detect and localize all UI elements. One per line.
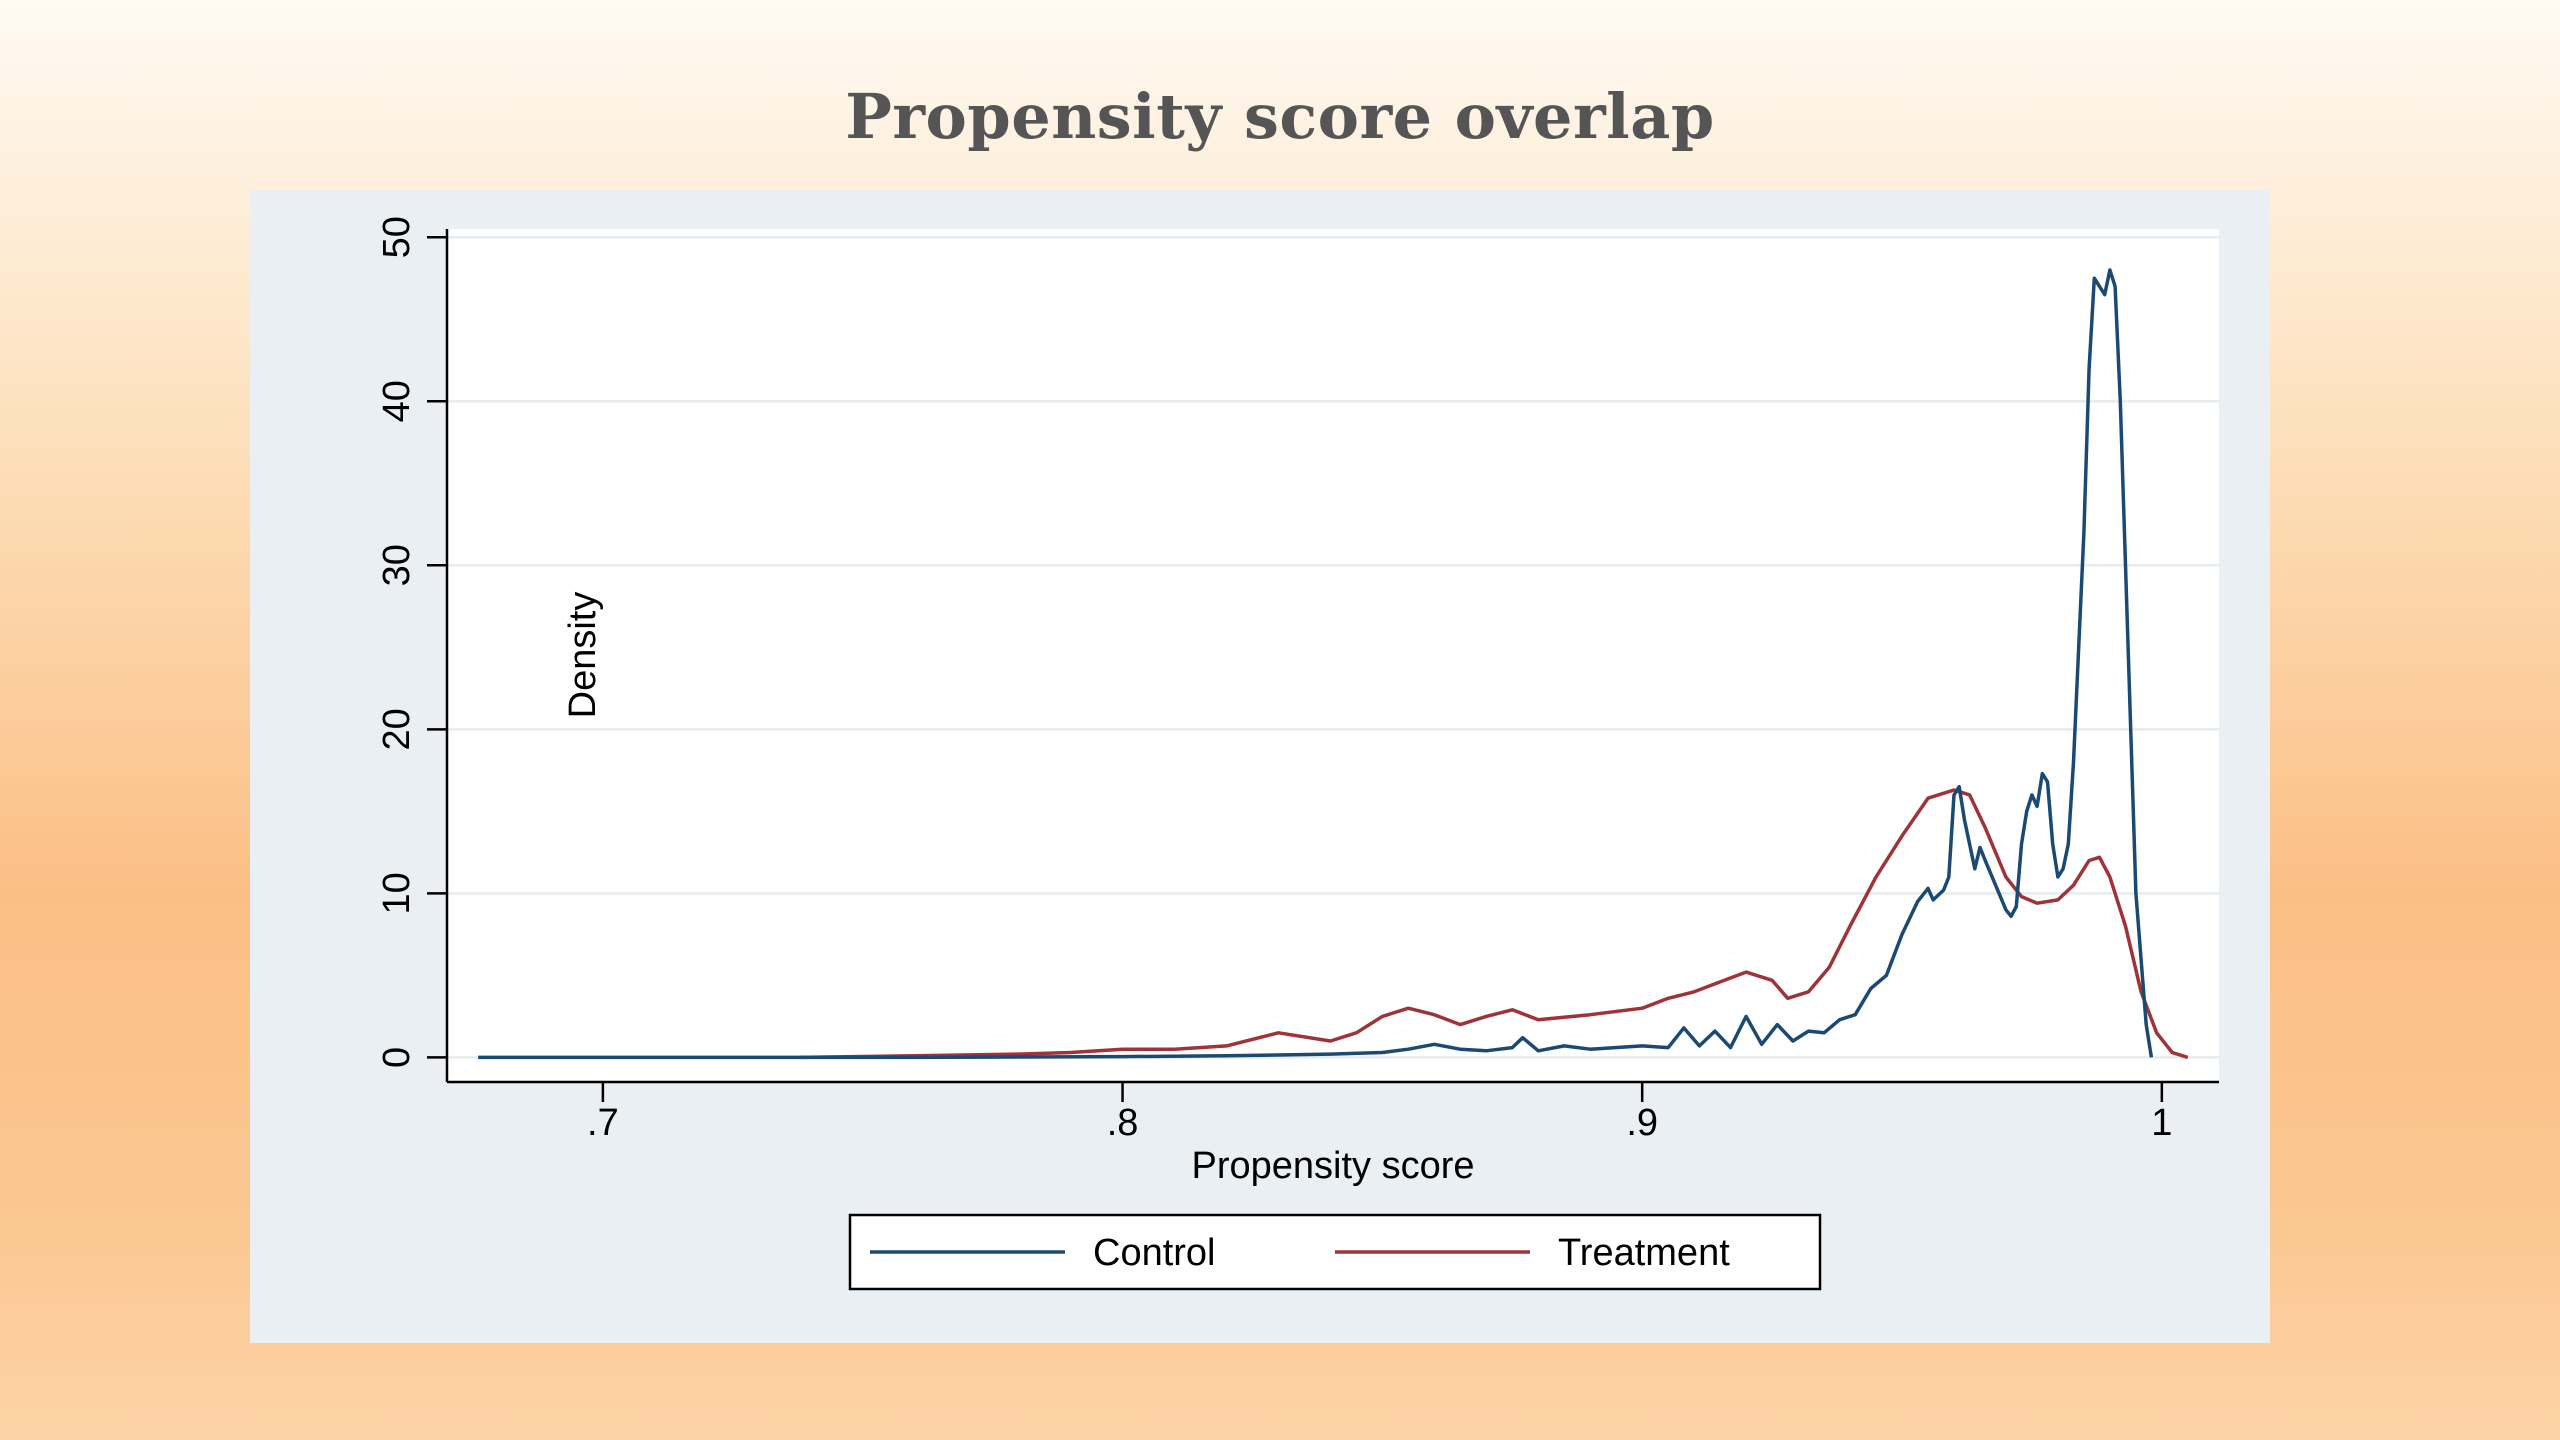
slide-title: Propensity score overlap <box>845 80 1715 153</box>
y-tick-label: 40 <box>376 380 418 422</box>
legend-label-treatment: Treatment <box>1558 1232 1730 1274</box>
x-tick-label: .8 <box>1107 1102 1139 1144</box>
x-axis-label: Propensity score <box>1191 1145 1474 1187</box>
y-ticks: 0 10 20 30 40 50 <box>376 216 447 1068</box>
x-ticks: .7 .8 .9 1 <box>587 1082 2172 1144</box>
x-tick-label: .7 <box>587 1102 619 1144</box>
x-tick-label: .9 <box>1626 1102 1658 1144</box>
legend-label-control: Control <box>1093 1232 1216 1274</box>
y-tick-label: 20 <box>376 708 418 750</box>
y-tick-label: 50 <box>376 216 418 258</box>
y-tick-label: 0 <box>376 1047 418 1068</box>
series-line-treatment <box>800 788 2189 1060</box>
density-chart: 0 10 20 30 40 50 .7 .8 .9 1 Propensity score Den… <box>376 216 2219 1291</box>
legend: Control Treatment <box>848 1213 1822 1291</box>
series-line-control <box>478 268 2154 1060</box>
y-tick-label: 10 <box>376 872 418 914</box>
grid-layer <box>447 235 2219 1059</box>
y-axis-label: Density <box>562 592 604 719</box>
y-tick-label: 30 <box>376 544 418 586</box>
x-tick-label: 1 <box>2151 1102 2172 1144</box>
series-layer <box>478 268 2189 1060</box>
chart-panel: 0 10 20 30 40 50 .7 .8 .9 1 Propensity score Den… <box>250 190 2270 1343</box>
plot-area <box>447 229 2219 1082</box>
